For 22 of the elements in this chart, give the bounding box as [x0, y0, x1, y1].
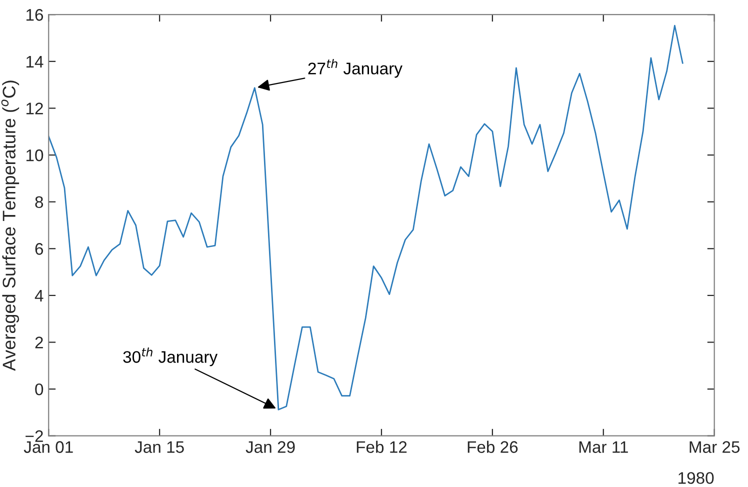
x-tick-label: Mar 11	[579, 441, 628, 453]
line-series	[48, 24, 684, 410]
y-tick-label: 2	[35, 336, 43, 348]
y-tick-label: 12	[26, 102, 43, 114]
annotation: 27$^{th}$ January	[308, 59, 402, 78]
y-tick-label: 8	[35, 196, 44, 208]
y-axis-title: Averaged Surface Temperature ($^{o}$C)	[1, 80, 20, 371]
x-tick-label: Mar 25	[690, 441, 740, 453]
y-tick-label: 10	[26, 149, 44, 162]
x-tick-label: Feb 12	[356, 440, 407, 453]
y-tick-label: 0	[35, 383, 44, 396]
text: 1980	[678, 472, 714, 484]
x-tick-label: Feb 26	[468, 440, 518, 453]
x-tick-label: Jan 15	[134, 441, 184, 453]
x-tick-label: Jan 01	[24, 441, 73, 453]
y-tick-label: 4	[34, 290, 44, 302]
y-tick-label: −2	[26, 430, 43, 442]
annotation: 30$^{th}$ January	[123, 347, 218, 366]
x-tick-label: Jan 29	[246, 441, 295, 453]
y-tick-label: 16	[26, 9, 44, 21]
y-tick-label: 14	[26, 56, 44, 68]
y-tick-label: 6	[35, 243, 44, 255]
